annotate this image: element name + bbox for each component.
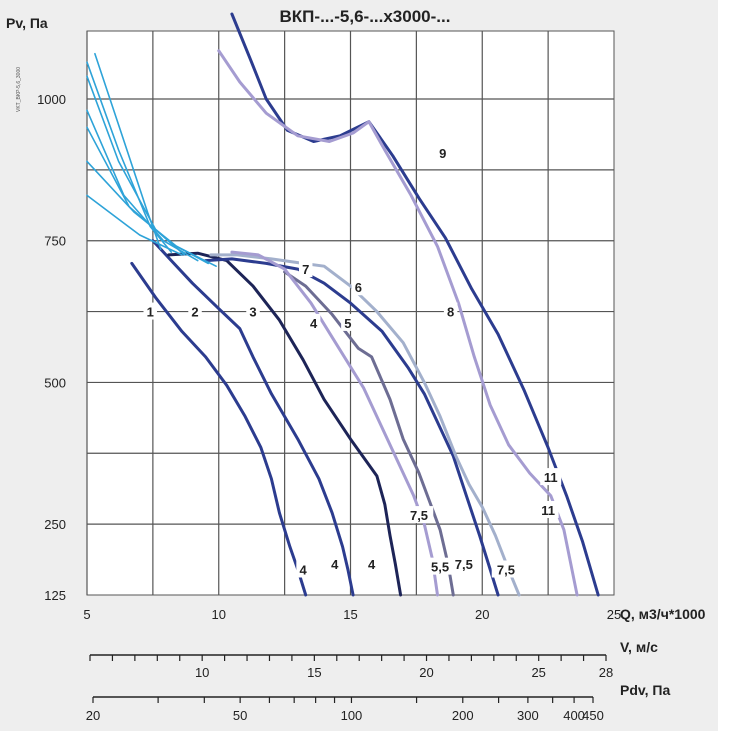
- curve-label-bg-8-0: [443, 302, 458, 320]
- curve-8: [217, 49, 579, 597]
- curve-label-bg-0-0: [143, 302, 157, 320]
- curve-label-bg-1-0: [188, 302, 202, 320]
- y-tick-label-250: 250: [44, 517, 66, 532]
- x-tick-label-5: 5: [83, 607, 90, 622]
- curve-label-2-0: 3: [249, 305, 256, 320]
- grid-lines: [86, 31, 614, 595]
- velocity-axis: 10 15 20 25 28: [89, 654, 613, 680]
- curve-label-8-0: 8: [447, 305, 454, 320]
- curve-label-7-0: 9: [439, 146, 446, 161]
- curve-label-0-1: 4: [299, 562, 307, 577]
- curve-label-1-1: 4: [331, 557, 339, 572]
- curve-label-6-0: 7,5: [410, 508, 428, 523]
- curve-label-4-2: 5,5: [431, 560, 449, 575]
- pressure-tick-label-400: 400: [563, 708, 585, 723]
- pressure-tick-label-50: 50: [233, 708, 247, 723]
- pressure-tick-label-20: 20: [86, 708, 100, 723]
- curve-label-bg-3-0: [351, 278, 366, 296]
- velocity-tick-label-25: 25: [531, 665, 545, 680]
- curve-label-bg-2-0: [246, 302, 260, 320]
- y-tick-labels: 125 250 500 750 1000: [37, 92, 66, 603]
- curve-label-bg-8-1: [537, 500, 559, 518]
- curve-label-4-0: 4: [310, 316, 318, 331]
- curve-label-3-1: 7,5: [455, 557, 473, 572]
- velocity-tick-label-15: 15: [307, 665, 321, 680]
- curve-6: [230, 250, 439, 597]
- curve-label-5-0: 7: [302, 262, 309, 277]
- dynamic-pressure-axis-title: Pdv, Па: [620, 682, 670, 698]
- y-tick-label-125: 125: [44, 588, 66, 603]
- y-axis-title: Pv, Па: [6, 15, 48, 31]
- curve-label-7-1: 11: [544, 470, 558, 485]
- curve-15: [86, 194, 183, 256]
- curve-5: [209, 253, 521, 597]
- x-tick-label-25: 25: [607, 607, 621, 622]
- curve-label-bg-7-0: [435, 143, 450, 161]
- pressure-tick-label-450: 450: [582, 708, 604, 723]
- curves-layer: [86, 12, 600, 597]
- velocity-tick-label-20: 20: [419, 665, 433, 680]
- curve-4: [283, 270, 455, 597]
- pressure-tick-label-200: 200: [452, 708, 474, 723]
- curve-label-bg-2-1: [364, 554, 379, 572]
- curve-label-bg-5-0: [298, 260, 313, 278]
- curve-label-2-1: 4: [368, 557, 376, 572]
- curve-label-bg-4-1: [341, 313, 355, 331]
- velocity-axis-title: V, м/с: [620, 639, 658, 655]
- curve-label-1-0: 2: [191, 305, 198, 320]
- curve-label-5-1: 7,5: [497, 562, 515, 577]
- pressure-tick-label-300: 300: [517, 708, 539, 723]
- x-tick-label-15: 15: [343, 607, 357, 622]
- chart-code-label: VKT_BKP-5,6_3000: [16, 67, 22, 112]
- curve-label-bg-3-1: [449, 554, 479, 572]
- chart-title: ВКП-...-5,6-...х3000-...: [280, 7, 451, 26]
- x-axis-title: Q, м3/ч*1000: [620, 606, 706, 622]
- curve-label-bg-4-0: [306, 313, 321, 331]
- curve-7: [230, 12, 600, 597]
- y-tick-label-1000: 1000: [37, 92, 66, 107]
- curve-label-bg-7-1: [540, 468, 562, 486]
- curve-label-8-1: 11: [541, 503, 555, 518]
- curve-0: [130, 261, 308, 597]
- curve-label-bg-4-2: [425, 557, 455, 575]
- x-tick-label-20: 20: [475, 607, 489, 622]
- velocity-tick-label-10: 10: [195, 665, 209, 680]
- velocity-tick-label-28: 28: [599, 665, 613, 680]
- curve-labels-layer: 1 4 2 4 3 4 6 7,5 4 5 5,5 7 7,5 7,5 9 11 8 11: [143, 143, 562, 578]
- x-tick-label-10: 10: [212, 607, 226, 622]
- curve-label-bg-6-0: [404, 506, 434, 524]
- curve-1: [151, 239, 355, 597]
- curve-label-3-0: 6: [355, 280, 362, 295]
- curve-label-bg-5-1: [491, 560, 521, 578]
- curve-14: [86, 160, 217, 268]
- curve-label-4-1: 5: [344, 316, 351, 331]
- curve-label-bg-0-1: [296, 560, 310, 578]
- curve-label-0-0: 1: [147, 305, 154, 320]
- curve-10: [86, 61, 173, 253]
- x-tick-labels: 5 10 15 20 25: [83, 607, 621, 622]
- curve-label-bg-1-1: [327, 554, 342, 572]
- y-tick-label-500: 500: [44, 375, 66, 390]
- y-tick-label-750: 750: [44, 234, 66, 249]
- curve-12: [86, 109, 199, 262]
- pressure-tick-label-100: 100: [341, 708, 363, 723]
